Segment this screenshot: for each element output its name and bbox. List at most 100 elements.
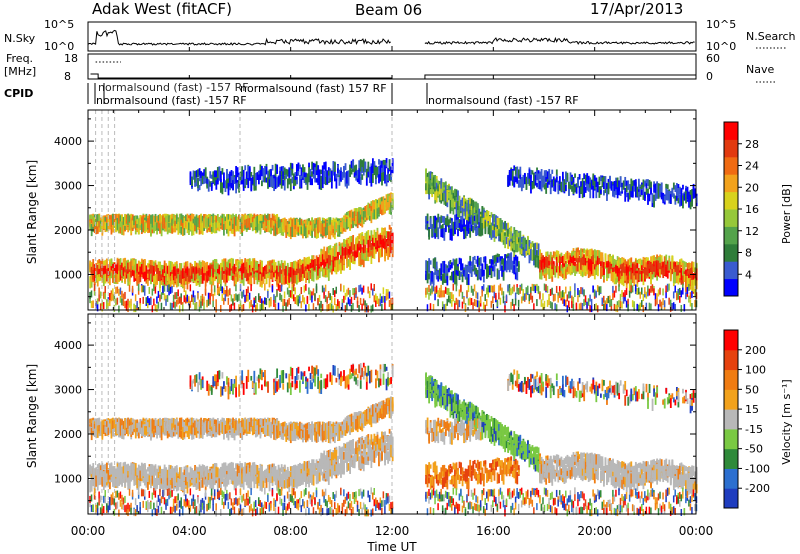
power-cell (124, 213, 127, 226)
power-cell (267, 261, 269, 273)
power-cell (238, 271, 241, 281)
power-cell (300, 274, 303, 282)
power-cell (215, 262, 218, 274)
power-cell (273, 223, 275, 236)
power-cell (308, 221, 310, 231)
power-cell (481, 263, 484, 270)
power-cell (180, 219, 183, 226)
power-cell (265, 272, 268, 284)
power-cell (282, 298, 284, 306)
power-cell (294, 224, 297, 230)
power-cell (317, 172, 320, 185)
power-cell (198, 268, 201, 275)
power-cell (142, 285, 144, 293)
power-cell (198, 260, 201, 266)
power-cell (250, 213, 253, 224)
power-cell (283, 268, 286, 276)
power-cell (268, 169, 271, 180)
power-cell (218, 222, 221, 232)
power-cell (253, 166, 256, 179)
power-cell (248, 292, 251, 300)
power-cell (346, 239, 348, 248)
power-cell (201, 293, 204, 301)
power-cell (160, 292, 163, 300)
power-cell (241, 259, 244, 264)
power-cell (350, 304, 353, 312)
power-cell (198, 276, 201, 287)
station-title: Adak West (fitACF) (92, 0, 232, 18)
power-cell (105, 267, 108, 279)
power-cell (218, 272, 221, 284)
power-cell (229, 267, 231, 272)
power-cell (517, 299, 520, 307)
power-cell (289, 162, 292, 172)
power-cell (382, 295, 385, 303)
power-cell (233, 265, 236, 275)
power-cell (134, 294, 137, 302)
power-cell (105, 214, 108, 219)
power-cell (261, 261, 263, 273)
power-cell (358, 207, 361, 213)
power-cell (344, 163, 347, 171)
power-cell (566, 305, 569, 313)
power-cell (216, 273, 219, 283)
power-cell (251, 217, 254, 226)
power-cell (312, 174, 315, 179)
power-cell (495, 292, 497, 300)
power-cell (330, 261, 333, 270)
power-cell (257, 266, 260, 280)
power-cell (551, 287, 553, 295)
power-cell (341, 260, 344, 271)
power-cell (373, 295, 376, 303)
power-cell (183, 295, 186, 303)
power-cell (484, 304, 486, 312)
power-cell (361, 163, 364, 173)
power-cell (367, 204, 370, 216)
power-cell (344, 249, 347, 259)
power-cell (236, 274, 239, 282)
power-cell (151, 260, 154, 267)
power-cell (347, 211, 350, 221)
power-cell (93, 267, 96, 281)
power-cell (274, 266, 277, 278)
power-cell (554, 303, 556, 311)
power-cell (150, 223, 152, 230)
power-cell (236, 167, 239, 178)
power-cell (311, 259, 313, 268)
power-cell (107, 266, 110, 276)
power-cell (244, 178, 247, 186)
power-cell (219, 305, 222, 313)
power-cell (273, 215, 275, 222)
power-cell (332, 227, 335, 233)
power-cell (330, 171, 333, 181)
power-cell (259, 262, 262, 272)
power-cell (139, 266, 142, 277)
power-cell (577, 295, 579, 303)
power-cell (324, 219, 327, 231)
power-cell (194, 222, 196, 232)
power-cell (435, 261, 438, 270)
power-cell (125, 261, 128, 273)
power-cell (204, 216, 207, 227)
cpid-program-2: normalsound (fast) -157 RF (428, 94, 579, 107)
power-cell (256, 303, 258, 311)
power-cell (355, 164, 358, 171)
power-cell (432, 284, 435, 292)
power-cell (332, 161, 335, 172)
power-cell (207, 213, 210, 220)
power-cell (254, 217, 257, 225)
power-cell (105, 217, 108, 223)
power-cell (175, 224, 178, 229)
freq-right-tick-top: 60 (706, 52, 720, 65)
power-cell (130, 221, 133, 231)
power-cell (133, 305, 135, 313)
power-cell (264, 215, 266, 225)
power-cell (332, 248, 335, 257)
power-cell (315, 266, 318, 279)
power-cell (482, 269, 485, 276)
power-cell (279, 272, 282, 282)
power-cell (227, 259, 230, 269)
power-cell (128, 300, 131, 308)
power-cell (200, 301, 202, 309)
power-cell (171, 302, 173, 310)
